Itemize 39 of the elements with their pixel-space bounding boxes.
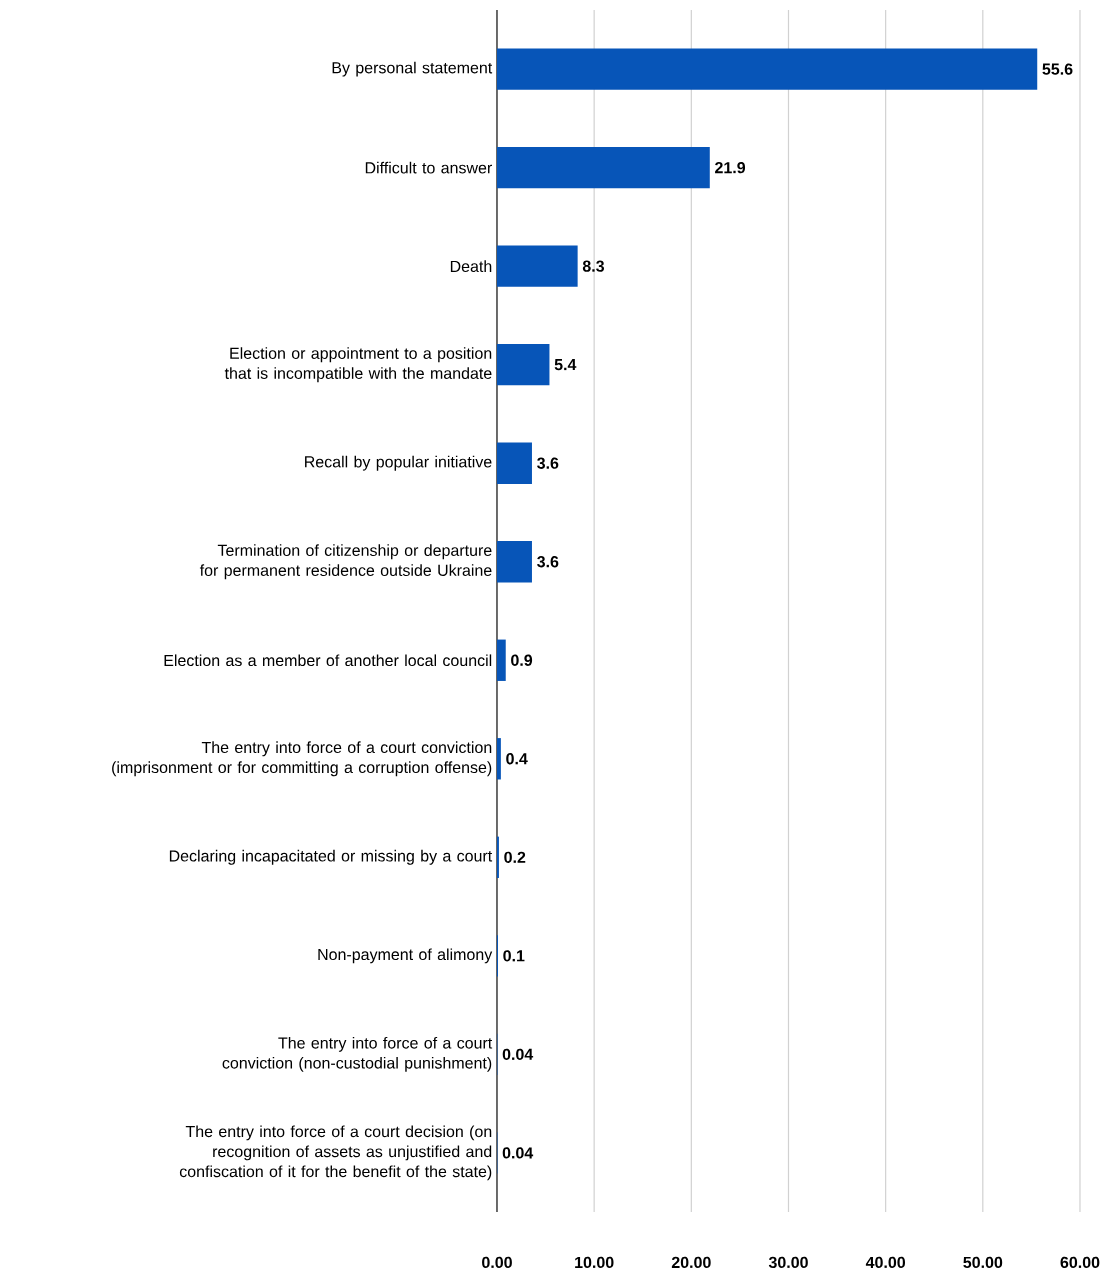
bar bbox=[496, 738, 501, 780]
y-tick-label: Election as a member of another local council bbox=[164, 654, 492, 667]
data-label: 55.6 bbox=[1042, 63, 1073, 75]
x-tick-label: 20.00 bbox=[671, 1256, 711, 1269]
y-tick-label: Election or appointment to a position that is incompatible with the mandate bbox=[224, 347, 492, 383]
bar bbox=[496, 442, 532, 484]
y-tick-label: The entry into force of a court conviction (imprisonment or for committing a corruption offense) bbox=[112, 741, 492, 777]
bar bbox=[496, 245, 578, 287]
bar bbox=[496, 48, 1038, 90]
data-label: 0.04 bbox=[502, 1147, 534, 1159]
bar bbox=[496, 541, 532, 583]
x-tick-label: 0.00 bbox=[482, 1256, 512, 1269]
y-tick-label: Termination of citizenship or departure for permanent residence outside Ukraine bbox=[199, 544, 492, 580]
data-label: 3.6 bbox=[537, 556, 559, 568]
x-tick-label: 30.00 bbox=[768, 1256, 808, 1269]
x-tick-label: 50.00 bbox=[963, 1256, 1003, 1269]
y-tick-label: By personal statement bbox=[332, 61, 493, 77]
data-label: 0.9 bbox=[511, 654, 533, 666]
y-tick-label: Recall by popular initiative bbox=[305, 455, 492, 471]
data-label: 0.04 bbox=[502, 1048, 534, 1061]
y-tick-label: Declaring incapacitated or missing by a court bbox=[169, 849, 493, 865]
y-tick-label: Difficult to answer bbox=[365, 161, 492, 174]
data-label: 5.4 bbox=[554, 359, 577, 371]
y-tick-label: The entry into force of a court decision (on recognition of assets as unjustified and confiscation of it for the benefit of the state) bbox=[179, 1125, 492, 1181]
data-label: 3.6 bbox=[537, 457, 559, 469]
y-tick-label: Non-payment of alimony bbox=[318, 948, 493, 964]
data-label: 0.2 bbox=[504, 851, 526, 863]
bar bbox=[496, 344, 550, 386]
y-tick-label: Death bbox=[450, 260, 492, 273]
y-tick-label: The entry into force of a court conviction (non-custodial punishment) bbox=[222, 1036, 493, 1072]
bar bbox=[496, 146, 710, 189]
data-label: 0.4 bbox=[506, 753, 528, 765]
x-tick-label: 10.00 bbox=[575, 1256, 614, 1269]
data-label: 0.1 bbox=[503, 950, 525, 962]
x-tick-label: 40.00 bbox=[865, 1256, 906, 1269]
data-label: 21.9 bbox=[715, 161, 746, 174]
x-tick-label: 60.00 bbox=[1060, 1256, 1100, 1269]
data-label: 8.3 bbox=[582, 260, 605, 272]
bar bbox=[496, 639, 506, 681]
